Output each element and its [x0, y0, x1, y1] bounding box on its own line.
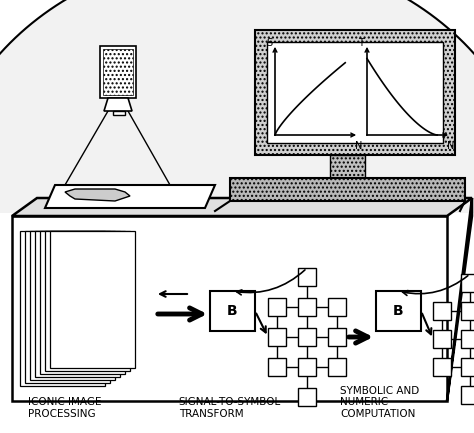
Text: SYMBOLIC AND
NUMERIC
COMPUTATION: SYMBOLIC AND NUMERIC COMPUTATION — [340, 386, 419, 419]
Bar — [230, 178, 465, 201]
Bar — [298, 358, 316, 376]
Text: ICONIC IMAGE
PROCESSING: ICONIC IMAGE PROCESSING — [28, 397, 102, 419]
Bar — [12, 216, 447, 401]
Bar — [103, 49, 133, 95]
Bar — [433, 358, 451, 376]
Bar — [328, 328, 346, 346]
Bar — [461, 358, 474, 376]
Text: N: N — [356, 141, 363, 151]
Bar — [25, 231, 110, 383]
Bar — [45, 231, 130, 371]
Polygon shape — [65, 189, 130, 201]
Polygon shape — [0, 0, 474, 213]
Bar — [298, 298, 316, 316]
Bar — [461, 330, 474, 348]
Bar — [100, 46, 136, 98]
Bar — [433, 302, 451, 320]
Bar — [40, 231, 125, 374]
Bar — [330, 155, 365, 178]
Text: T: T — [358, 38, 364, 48]
Polygon shape — [447, 198, 472, 401]
Text: B: B — [227, 304, 237, 318]
Bar — [35, 231, 120, 377]
Bar — [298, 268, 316, 286]
Polygon shape — [12, 198, 472, 216]
Bar — [328, 298, 346, 316]
Bar — [461, 302, 474, 320]
Bar — [30, 231, 115, 380]
Bar — [267, 42, 443, 143]
Bar — [268, 328, 286, 346]
Bar — [268, 358, 286, 376]
Bar — [461, 274, 474, 292]
Text: SIGNAL-TO-SYMBOL
TRANSFORM: SIGNAL-TO-SYMBOL TRANSFORM — [179, 397, 281, 419]
Polygon shape — [45, 185, 215, 208]
Text: N: N — [447, 141, 455, 151]
Bar — [20, 231, 105, 386]
Bar — [433, 330, 451, 348]
Bar — [298, 388, 316, 406]
Bar — [210, 291, 255, 331]
Bar — [268, 298, 286, 316]
Text: S: S — [266, 38, 272, 48]
Bar — [461, 386, 474, 404]
Bar — [328, 358, 346, 376]
Bar — [255, 30, 455, 155]
Polygon shape — [104, 98, 132, 111]
Bar — [298, 328, 316, 346]
Bar — [113, 111, 125, 115]
Text: B: B — [392, 304, 403, 318]
Bar — [50, 231, 135, 368]
Bar — [376, 291, 421, 331]
